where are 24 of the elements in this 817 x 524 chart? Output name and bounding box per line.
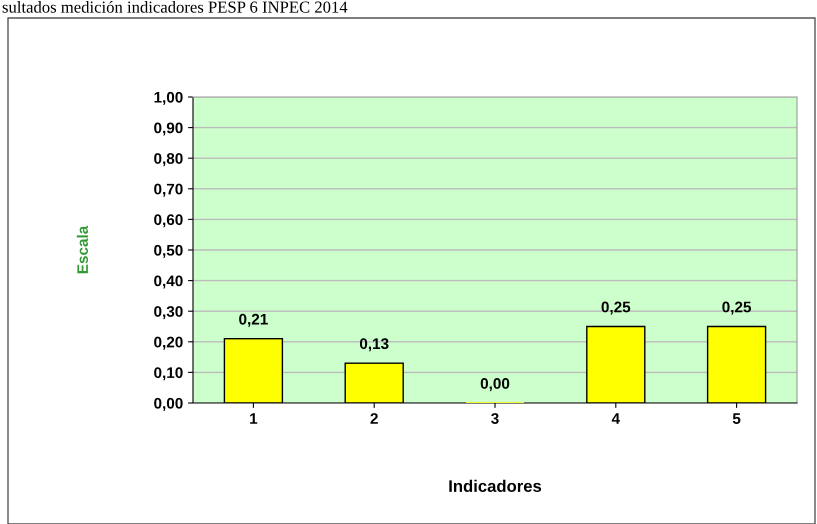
- y-tick-label: 0,80: [154, 153, 183, 166]
- y-tick-label: 0,30: [154, 306, 183, 320]
- chart-title: sultados medición indicadores PESP 6 INPEC 2014: [2, 0, 348, 13]
- y-tick-label: 1,00: [154, 92, 183, 105]
- data-label: 0,25: [722, 302, 752, 315]
- y-tick-label: 0,60: [154, 214, 183, 228]
- y-tick-label: 0,50: [154, 244, 183, 258]
- x-axis-title: Indicadores: [449, 480, 542, 492]
- y-tick-label: 0,90: [154, 122, 183, 136]
- x-tick-label: 3: [491, 413, 499, 424]
- y-tick-label: 0,40: [154, 275, 183, 288]
- data-label: 0,00: [480, 378, 510, 392]
- y-axis-title: Escala: [76, 226, 88, 274]
- data-label: 0,13: [360, 338, 389, 352]
- x-tick-label: 1: [250, 413, 258, 424]
- x-tick-label: 4: [612, 413, 620, 424]
- data-label: 0,25: [602, 302, 630, 315]
- y-tick-label: 0,00: [154, 398, 183, 411]
- y-tick-label: 0,10: [154, 367, 183, 380]
- x-tick-label: 2: [370, 413, 378, 424]
- x-tick-label: 5: [732, 413, 740, 424]
- y-tick-label: 0,70: [154, 184, 183, 197]
- y-tick-label: 0,20: [154, 336, 183, 350]
- data-label: 0,21: [239, 314, 268, 327]
